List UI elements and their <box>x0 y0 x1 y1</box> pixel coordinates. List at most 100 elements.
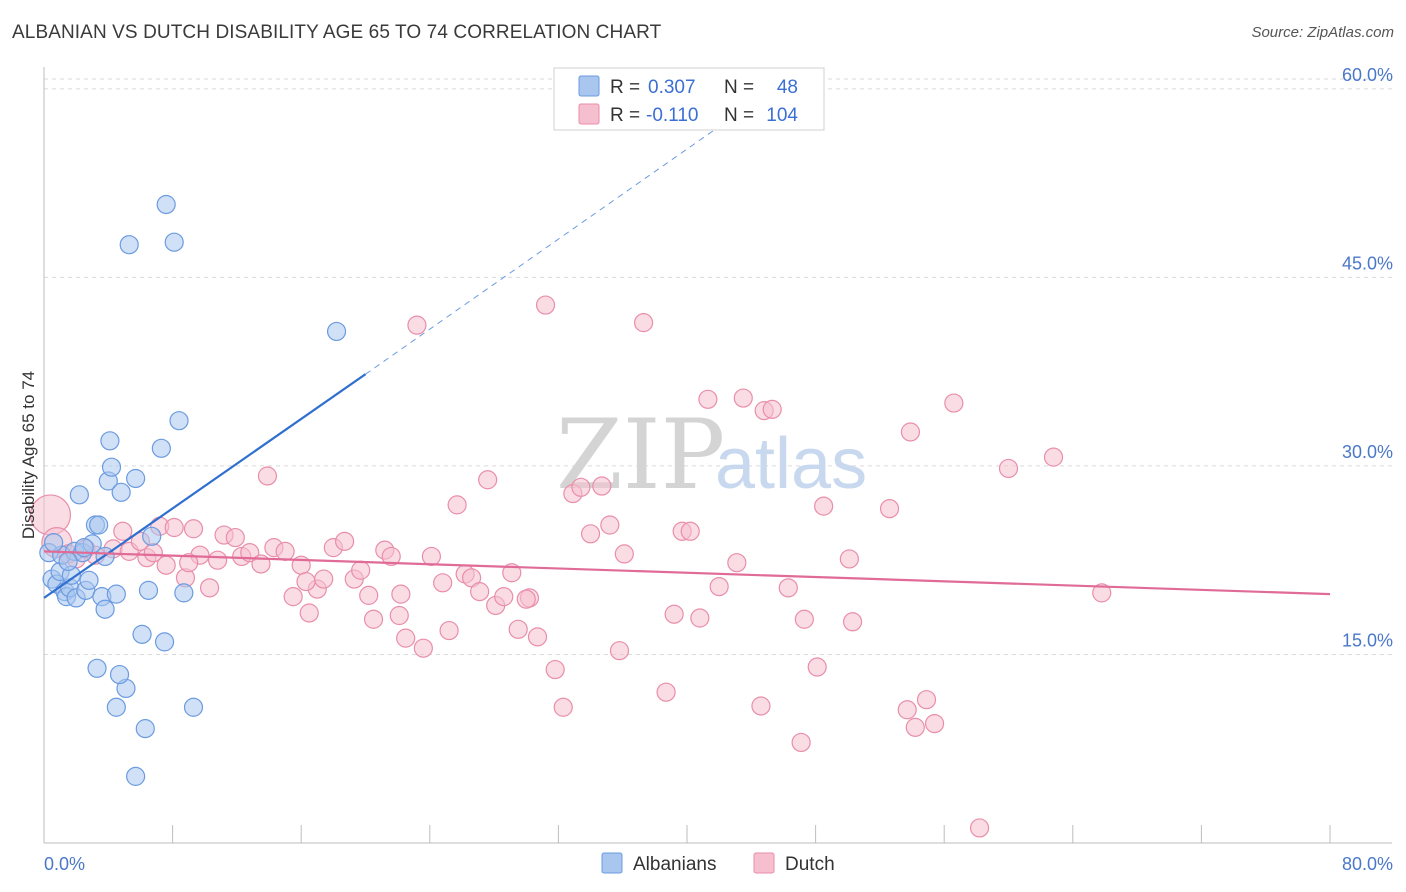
point-dutch-66 <box>600 515 620 535</box>
point-dutch-27 <box>275 541 295 561</box>
bottom-legend-swatch-dutch <box>753 852 775 874</box>
point-albanians-41 <box>154 632 175 652</box>
point-dutch-64 <box>580 524 601 544</box>
point-dutch-94 <box>924 713 945 734</box>
point-albanians-45 <box>44 532 64 553</box>
point-dutch-16 <box>183 519 204 539</box>
point-albanians-47 <box>58 551 78 572</box>
legend-n-value-dutch: 104 <box>766 105 798 126</box>
point-dutch-79 <box>751 696 771 716</box>
point-dutch-54 <box>494 587 514 607</box>
point-dutch-7 <box>113 521 133 541</box>
point-albanians-39 <box>106 697 126 717</box>
point-dutch-40 <box>381 546 401 567</box>
trend-line-dutch <box>43 550 1331 596</box>
point-dutch-98 <box>1043 447 1064 467</box>
point-dutch-101 <box>391 584 411 604</box>
point-dutch-36 <box>351 560 371 580</box>
point-dutch-65 <box>592 476 612 496</box>
point-dutch-59 <box>535 295 556 315</box>
point-albanians-26 <box>119 235 139 255</box>
bottom-legend-swatch-albanians <box>601 852 623 874</box>
legend-n-label-albanians: N = <box>724 77 754 98</box>
trend-line-albanians-extension <box>365 126 720 375</box>
point-dutch-76 <box>709 576 729 597</box>
y-tick-label-60: 60.0% <box>1342 65 1393 85</box>
point-albanians-14 <box>79 570 99 590</box>
trend-lines <box>43 126 1331 599</box>
point-albanians-31 <box>142 526 162 546</box>
legend-r-value-dutch: -0.110 <box>646 105 698 126</box>
point-dutch-47 <box>439 620 459 641</box>
point-dutch-13 <box>156 555 176 575</box>
point-dutch-75 <box>698 389 718 409</box>
point-dutch-19 <box>208 550 228 570</box>
point-albanians-34 <box>164 232 184 252</box>
point-dutch-74 <box>690 608 710 628</box>
point-dutch-100 <box>516 589 536 609</box>
point-dutch-48 <box>447 495 467 515</box>
grid-lines <box>44 78 1392 655</box>
point-dutch-56 <box>508 619 528 639</box>
point-albanians-11 <box>69 485 89 505</box>
point-dutch-18 <box>199 578 220 598</box>
point-dutch-42 <box>396 628 416 648</box>
bottom-legend-label-dutch: Dutch <box>785 854 835 875</box>
watermark-atlas: atlas <box>715 424 867 504</box>
point-dutch-96 <box>969 818 990 838</box>
point-dutch-45 <box>421 546 442 567</box>
point-dutch-41 <box>389 605 409 626</box>
legend-r-value-albanians: 0.307 <box>648 77 696 98</box>
legend-swatch-dutch <box>578 103 600 125</box>
point-dutch-91 <box>900 422 921 442</box>
point-dutch-71 <box>664 604 684 624</box>
point-dutch-86 <box>814 496 834 516</box>
point-albanians-29 <box>135 719 155 739</box>
chart-source: Source: ZipAtlas.com <box>1251 24 1394 41</box>
point-dutch-46 <box>433 573 453 593</box>
point-dutch-87 <box>842 612 863 632</box>
point-dutch-44 <box>413 638 433 658</box>
point-albanians-40 <box>87 658 107 678</box>
point-albanians-36 <box>174 583 194 603</box>
legend-n-label-dutch: N = <box>724 105 754 126</box>
point-albanians-32 <box>151 438 171 458</box>
trend-line-albanians <box>43 373 367 599</box>
point-dutch-21 <box>225 527 245 548</box>
point-dutch-25 <box>257 466 278 486</box>
legend-r-label-dutch: R = <box>610 105 640 126</box>
legend-r-label-albanians: R = <box>610 77 640 98</box>
point-dutch-58 <box>527 627 548 647</box>
point-dutch-63 <box>571 477 591 497</box>
point-dutch-90 <box>897 700 917 720</box>
point-albanians-24 <box>111 482 131 502</box>
point-albanians-30 <box>138 580 159 600</box>
point-dutch-99 <box>1092 583 1112 603</box>
point-dutch-61 <box>553 697 573 717</box>
point-albanians-38 <box>126 766 146 786</box>
point-dutch-67 <box>609 641 630 661</box>
point-dutch-34 <box>335 531 355 551</box>
point-dutch-78 <box>733 388 753 408</box>
point-albanians-17 <box>89 515 109 535</box>
point-dutch-55 <box>502 563 522 583</box>
point-dutch-30 <box>299 603 319 623</box>
point-albanians-22 <box>101 457 122 477</box>
y-axis-label: Disability Age 65 to 74 <box>19 371 38 539</box>
point-dutch-14 <box>164 517 184 538</box>
point-albanians-37 <box>183 697 204 717</box>
point-dutch-89 <box>879 499 900 519</box>
point-dutch-92 <box>905 717 925 737</box>
point-dutch-102 <box>296 571 316 592</box>
point-albanians-20 <box>100 431 120 451</box>
point-dutch-95 <box>944 393 964 413</box>
point-dutch-93 <box>916 690 937 710</box>
x-tick-label-min: 0.0% <box>44 854 85 874</box>
point-albanians-23 <box>106 584 126 604</box>
point-albanians-33 <box>156 194 176 215</box>
point-dutch-69 <box>633 313 654 333</box>
point-dutch-83 <box>791 732 811 753</box>
chart-title: ALBANIAN VS DUTCH DISABILITY AGE 65 TO 7… <box>12 22 662 43</box>
point-dutch-70 <box>656 682 676 702</box>
